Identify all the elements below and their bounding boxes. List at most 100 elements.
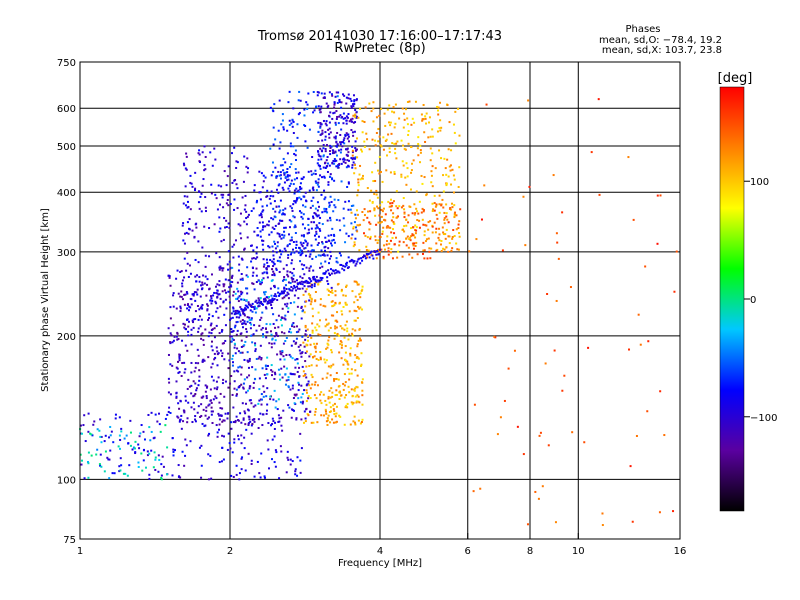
echo-point [237, 366, 240, 369]
echo-point [298, 383, 301, 386]
echo-point [332, 270, 335, 273]
echo-point [244, 307, 247, 310]
echo-point [329, 195, 332, 198]
echo-point [297, 171, 300, 174]
echo-point [290, 163, 293, 166]
echo-point [243, 378, 246, 381]
echo-point [199, 325, 202, 328]
echo-point [179, 310, 182, 313]
echo-point [194, 415, 197, 418]
echo-point [450, 149, 453, 152]
echo-point [172, 305, 175, 308]
echo-point [219, 297, 222, 300]
echo-point [225, 219, 228, 222]
echo-point [392, 200, 395, 203]
echo-point [275, 205, 278, 208]
echo-point [223, 289, 226, 292]
echo-point [210, 345, 213, 348]
echo-point [333, 179, 336, 182]
echo-point [254, 344, 257, 347]
echo-point [203, 164, 206, 167]
echo-point [179, 270, 182, 273]
echo-point [204, 414, 207, 417]
echo-point [217, 412, 220, 415]
echo-point [320, 149, 323, 152]
echo-point [211, 349, 214, 352]
echo-point [343, 269, 346, 272]
echo-point [315, 255, 318, 258]
echo-point [204, 254, 207, 257]
echo-point [157, 454, 160, 457]
echo-point [210, 413, 213, 416]
echo-point [327, 104, 330, 107]
echo-point [96, 448, 99, 451]
echo-point [378, 135, 381, 138]
echo-point [356, 230, 359, 233]
echo-point [451, 236, 454, 239]
echo-point [262, 258, 265, 261]
echo-point [405, 224, 408, 227]
echo-point [403, 112, 406, 115]
echo-point [305, 400, 308, 403]
echo-point [267, 245, 270, 248]
echo-point [300, 418, 303, 421]
echo-point [233, 380, 236, 383]
echo-point [342, 207, 345, 210]
echo-point [354, 387, 357, 390]
echo-point [351, 290, 354, 293]
echo-point [289, 328, 292, 331]
echo-point [435, 213, 438, 216]
echo-point [360, 364, 363, 367]
echo-point [312, 186, 315, 189]
echo-point [164, 417, 167, 420]
echo-point [273, 335, 276, 338]
echo-point [210, 183, 213, 186]
echo-point [334, 137, 337, 140]
echo-point [453, 204, 456, 207]
echo-point [258, 472, 261, 475]
echo-point [120, 464, 123, 467]
echo-point [194, 299, 197, 302]
echo-point [349, 118, 352, 121]
echo-point [292, 107, 295, 110]
echo-point [332, 408, 335, 411]
echo-point [268, 246, 271, 249]
echo-point [293, 301, 296, 304]
echo-point [314, 410, 317, 413]
echo-point [299, 282, 302, 285]
echo-point [237, 269, 240, 272]
echo-point [316, 323, 319, 326]
echo-point [236, 329, 239, 332]
echo-point [368, 228, 371, 231]
echo-point [341, 267, 344, 270]
echo-point [403, 225, 406, 228]
echo-point [241, 319, 244, 322]
echo-point [300, 215, 303, 218]
echo-point [186, 349, 189, 352]
echo-point [387, 253, 390, 256]
echo-point [240, 434, 243, 437]
echo-point [198, 308, 201, 311]
echo-point [353, 99, 356, 102]
echo-point [171, 437, 174, 440]
echo-point [325, 120, 328, 123]
echo-point [247, 452, 250, 455]
echo-point [188, 385, 191, 388]
echo-point [381, 180, 384, 183]
echo-point [285, 379, 288, 382]
echo-point [408, 205, 411, 208]
y-tick-label: 100 [57, 475, 76, 486]
echo-point [269, 398, 272, 401]
echo-point [291, 357, 294, 360]
echo-point [313, 234, 316, 237]
echo-point [240, 383, 243, 386]
echo-point [364, 106, 367, 109]
echo-point [262, 225, 265, 228]
echo-point [344, 301, 347, 304]
echo-point [314, 212, 317, 215]
echo-point [227, 412, 230, 415]
echo-point [325, 207, 328, 210]
echo-point [333, 402, 336, 405]
echo-point [180, 414, 183, 417]
echo-point [320, 278, 323, 281]
